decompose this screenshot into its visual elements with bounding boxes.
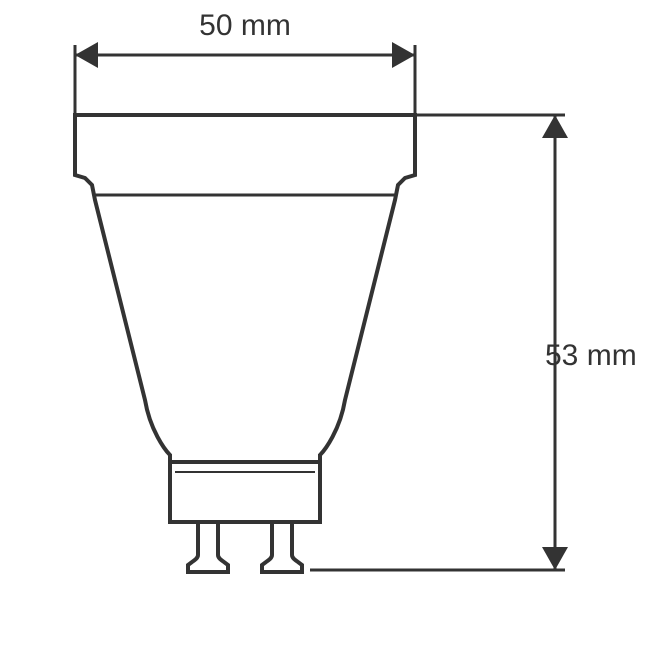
bulb-outline [75,115,415,572]
height-label: 53 mm [545,339,637,372]
bulb-pin-right [262,522,302,572]
technical-drawing: 50 mm 53 mm [0,0,650,650]
width-dimension: 50 mm [75,9,415,115]
bulb-body [75,115,415,462]
width-label: 50 mm [199,9,291,42]
bulb-pin-left [188,522,228,572]
